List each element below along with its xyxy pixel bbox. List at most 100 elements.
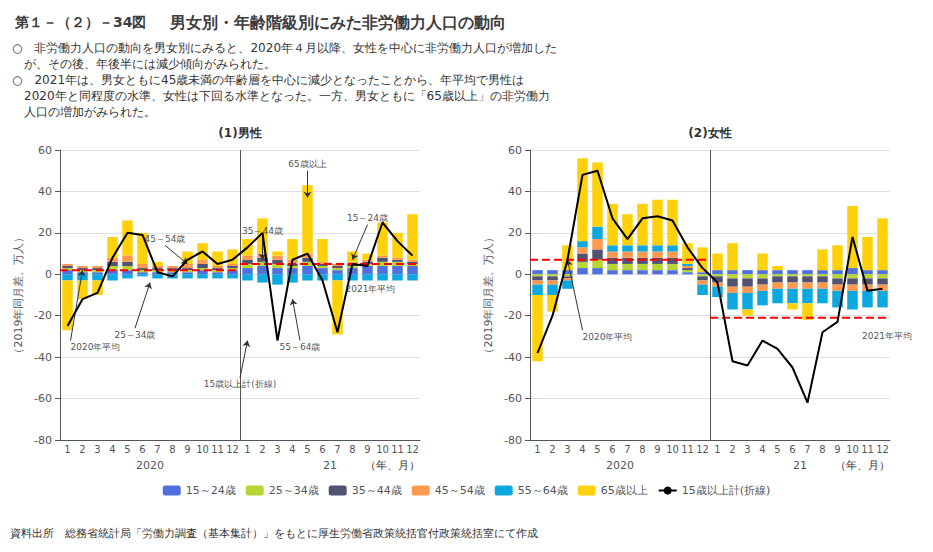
svg-text:4: 4 <box>579 444 585 455</box>
svg-text:2020: 2020 <box>606 459 634 472</box>
svg-text:60: 60 <box>38 144 52 157</box>
svg-text:25～34歳: 25～34歳 <box>269 484 319 497</box>
svg-text:9: 9 <box>364 444 370 455</box>
svg-text:-20: -20 <box>504 309 522 322</box>
svg-text:60: 60 <box>508 144 522 157</box>
svg-text:20: 20 <box>508 226 522 239</box>
svg-text:45～54歳: 45～54歳 <box>435 484 485 497</box>
svg-text:2: 2 <box>79 444 85 455</box>
svg-text:2: 2 <box>729 444 735 455</box>
svg-text:1: 1 <box>714 444 720 455</box>
svg-text:11: 11 <box>391 444 404 455</box>
svg-text:40: 40 <box>38 185 52 198</box>
svg-text:11: 11 <box>681 444 694 455</box>
svg-text:（2019年同月差、万人）: （2019年同月差、万人） <box>12 232 25 359</box>
svg-text:-60: -60 <box>504 392 522 405</box>
svg-text:15歳以上計(折線): 15歳以上計(折線) <box>204 379 276 389</box>
svg-text:-80: -80 <box>504 434 522 447</box>
svg-text:3: 3 <box>94 444 100 455</box>
svg-text:3: 3 <box>274 444 280 455</box>
svg-text:12: 12 <box>406 444 419 455</box>
svg-text:9: 9 <box>654 444 660 455</box>
svg-text:8: 8 <box>169 444 175 455</box>
svg-text:（年、月）: （年、月） <box>835 459 890 472</box>
svg-text:8: 8 <box>349 444 355 455</box>
svg-text:7: 7 <box>334 444 340 455</box>
svg-text:1: 1 <box>534 444 540 455</box>
svg-text:5: 5 <box>594 444 600 455</box>
svg-text:5: 5 <box>774 444 780 455</box>
svg-text:6: 6 <box>789 444 795 455</box>
svg-text:2020: 2020 <box>136 459 164 472</box>
svg-text:（年、月）: （年、月） <box>365 459 420 472</box>
svg-text:6: 6 <box>609 444 615 455</box>
svg-text:20: 20 <box>38 226 52 239</box>
svg-text:8: 8 <box>819 444 825 455</box>
svg-text:11: 11 <box>861 444 874 455</box>
svg-text:が、その後、年後半には減少傾向がみられた。: が、その後、年後半には減少傾向がみられた。 <box>12 57 276 71</box>
svg-text:1: 1 <box>244 444 250 455</box>
svg-text:4: 4 <box>759 444 765 455</box>
svg-text:21: 21 <box>323 459 337 472</box>
svg-text:40: 40 <box>508 185 522 198</box>
svg-text:-40: -40 <box>34 351 52 364</box>
svg-text:2020年平均: 2020年平均 <box>583 332 633 342</box>
svg-text:10: 10 <box>376 444 389 455</box>
svg-text:2020年平均: 2020年平均 <box>71 342 121 352</box>
svg-text:3: 3 <box>564 444 570 455</box>
svg-text:2: 2 <box>549 444 555 455</box>
svg-text:12: 12 <box>876 444 889 455</box>
svg-text:15歳以上計(折線): 15歳以上計(折線) <box>682 484 771 497</box>
svg-text:3: 3 <box>744 444 750 455</box>
svg-text:2: 2 <box>259 444 265 455</box>
svg-text:35～44歳: 35～44歳 <box>352 484 402 497</box>
svg-text:6: 6 <box>139 444 145 455</box>
svg-text:0: 0 <box>45 268 52 281</box>
svg-text:15～24歳: 15～24歳 <box>186 484 236 497</box>
svg-text:-20: -20 <box>34 309 52 322</box>
svg-text:1: 1 <box>64 444 70 455</box>
svg-text:10: 10 <box>666 444 679 455</box>
svg-text:人口の増加がみられた。: 人口の増加がみられた。 <box>12 105 156 119</box>
svg-text:10: 10 <box>846 444 859 455</box>
svg-text:25～34歳: 25～34歳 <box>115 330 156 340</box>
svg-text:35～44歳: 35～44歳 <box>242 226 283 236</box>
svg-text:○ 2021年は、男女ともに45歳未満の年齢層を中心に減少と: ○ 2021年は、男女ともに45歳未満の年齢層を中心に減少となったことから、年平… <box>12 73 524 87</box>
svg-text:55～64歳: 55～64歳 <box>280 342 321 352</box>
svg-text:（2019年同月差、万人）: （2019年同月差、万人） <box>482 232 495 359</box>
svg-text:55～64歳: 55～64歳 <box>518 484 568 497</box>
svg-text:15～24歳: 15～24歳 <box>347 213 388 223</box>
svg-text:2020年と同程度の水準、女性は下回る水準となった。一方、男: 2020年と同程度の水準、女性は下回る水準となった。一方、男女ともに「65歳以上… <box>12 89 550 103</box>
svg-text:65歳以上: 65歳以上 <box>288 159 326 169</box>
svg-text:12: 12 <box>696 444 709 455</box>
svg-text:8: 8 <box>639 444 645 455</box>
svg-text:9: 9 <box>834 444 840 455</box>
svg-text:0: 0 <box>515 268 522 281</box>
svg-text:45～54歳: 45～54歳 <box>145 234 186 244</box>
svg-text:12: 12 <box>226 444 239 455</box>
svg-text:4: 4 <box>109 444 115 455</box>
svg-text:(1)男性: (1)男性 <box>218 126 261 140</box>
svg-text:第１－（２）－34図: 第１－（２）－34図 <box>14 14 146 30</box>
svg-text:男女別・年齢階級別にみた非労働力人口の動向: 男女別・年齢階級別にみた非労働力人口の動向 <box>169 13 506 32</box>
svg-text:-60: -60 <box>34 392 52 405</box>
svg-text:-80: -80 <box>34 434 52 447</box>
svg-text:○ 非労働力人口の動向を男女別にみると、2020年４月以降、: ○ 非労働力人口の動向を男女別にみると、2020年４月以降、女性を中心に非労働力… <box>12 41 557 55</box>
svg-text:資料出所 総務省統計局「労働力調査（基本集計）」をもとに厚生: 資料出所 総務省統計局「労働力調査（基本集計）」をもとに厚生労働省政策統括官付政… <box>10 527 538 540</box>
svg-text:10: 10 <box>196 444 209 455</box>
svg-text:7: 7 <box>154 444 160 455</box>
svg-text:5: 5 <box>304 444 310 455</box>
svg-text:4: 4 <box>289 444 295 455</box>
svg-text:2021年平均: 2021年平均 <box>862 331 912 341</box>
svg-text:11: 11 <box>211 444 224 455</box>
svg-text:6: 6 <box>319 444 325 455</box>
svg-text:65歳以上: 65歳以上 <box>601 484 648 497</box>
svg-text:7: 7 <box>804 444 810 455</box>
svg-text:(2)女性: (2)女性 <box>688 126 731 140</box>
svg-text:-40: -40 <box>504 351 522 364</box>
svg-text:7: 7 <box>624 444 630 455</box>
svg-text:5: 5 <box>124 444 130 455</box>
svg-text:9: 9 <box>184 444 190 455</box>
svg-text:2021年平均: 2021年平均 <box>346 284 396 294</box>
svg-text:21: 21 <box>793 459 807 472</box>
